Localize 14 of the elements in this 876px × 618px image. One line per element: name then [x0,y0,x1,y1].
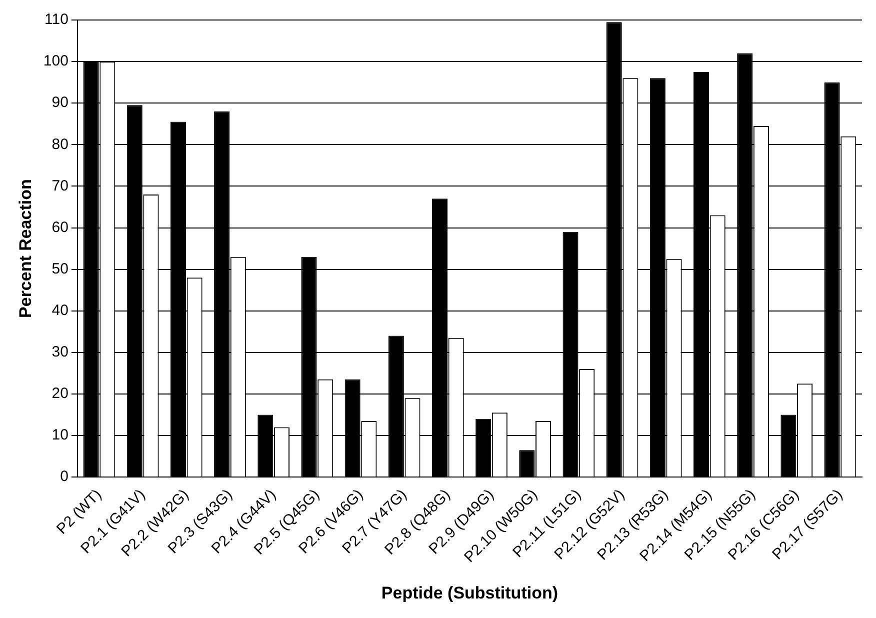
y-tick-label: 50 [52,260,68,278]
y-tick-label: 60 [52,218,68,236]
y-tick-label: 40 [52,302,68,320]
y-tick-label: 10 [52,426,68,444]
y-tick-label: 100 [43,52,68,70]
y-tick-label: 30 [52,344,68,361]
y-tick-label: 20 [52,385,68,402]
y-tick-label: 70 [52,177,68,194]
y-axis-title: Percent Reaction [16,179,35,318]
y-tick-label: 0 [60,468,68,486]
y-tick-label: 80 [52,136,68,153]
y-tick-label: 110 [44,11,68,28]
y-tick-label: 90 [52,94,68,112]
x-axis-title: Peptide (Substitution) [381,583,558,602]
